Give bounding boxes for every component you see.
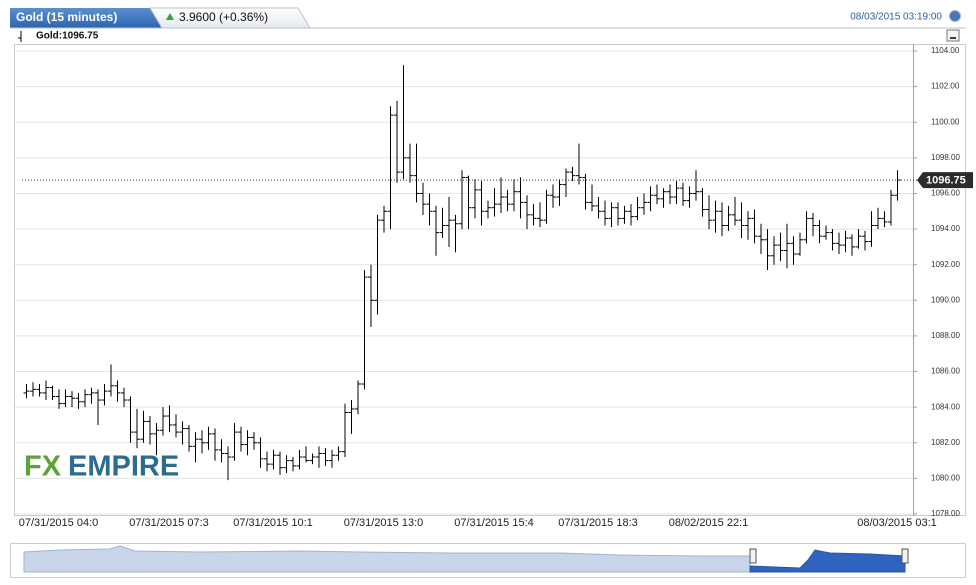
y-tick-label: 1088.00 bbox=[931, 331, 960, 340]
y-tick-label: 1102.00 bbox=[931, 82, 960, 91]
y-tick-label: 1104.00 bbox=[931, 46, 960, 55]
x-tick-label: 08/02/2015 22:1 bbox=[669, 517, 749, 529]
y-tick-label: 1092.00 bbox=[931, 260, 960, 269]
plot-frame bbox=[14, 44, 966, 516]
x-tick-label: 08/03/2015 03:1 bbox=[857, 517, 937, 529]
navigator-handle[interactable] bbox=[901, 548, 909, 564]
x-tick-label: 07/31/2015 18:3 bbox=[558, 517, 638, 529]
watermark-empire: EMPIRE bbox=[68, 451, 179, 483]
y-tick-label: 1094.00 bbox=[931, 224, 960, 233]
x-tick-label: 07/31/2015 10:1 bbox=[233, 517, 313, 529]
price-change: 3.9600 (+0.36%) bbox=[179, 10, 268, 24]
x-tick-label: 07/31/2015 04:0 bbox=[19, 517, 99, 529]
y-tick-label: 1086.00 bbox=[931, 367, 960, 376]
y-tick-label: 1082.00 bbox=[931, 438, 960, 447]
y-tick-label: 1098.00 bbox=[931, 153, 960, 162]
last-price-label: 1096.75 bbox=[926, 175, 966, 187]
timestamp: 08/03/2015 03:19:00 bbox=[850, 12, 942, 23]
y-tick-label: 1078.00 bbox=[931, 509, 960, 518]
up-arrow bbox=[166, 13, 174, 20]
minimize-button[interactable] bbox=[946, 29, 960, 42]
x-tick-label: 07/31/2015 07:3 bbox=[129, 517, 209, 529]
navigator-handle[interactable] bbox=[749, 548, 757, 564]
title-tab[interactable] bbox=[10, 8, 162, 28]
y-tick-label: 1100.00 bbox=[931, 117, 960, 126]
y-tick-label: 1096.00 bbox=[931, 189, 960, 198]
y-tick-label: 1080.00 bbox=[931, 473, 960, 482]
last-price-tag bbox=[917, 172, 973, 189]
refresh-icon[interactable] bbox=[949, 10, 961, 22]
y-tick-label: 1090.00 bbox=[931, 295, 960, 304]
navigator-selection bbox=[749, 549, 906, 573]
x-tick-label: 07/31/2015 13:0 bbox=[344, 517, 424, 529]
navigator-area bbox=[23, 545, 751, 573]
chart-title: Gold (15 minutes) bbox=[16, 10, 117, 24]
x-tick-label: 07/31/2015 15:4 bbox=[454, 517, 534, 529]
watermark-fx: FX bbox=[24, 451, 62, 483]
legend-label: Gold:1096.75 bbox=[36, 31, 99, 42]
y-tick-label: 1084.00 bbox=[931, 402, 960, 411]
